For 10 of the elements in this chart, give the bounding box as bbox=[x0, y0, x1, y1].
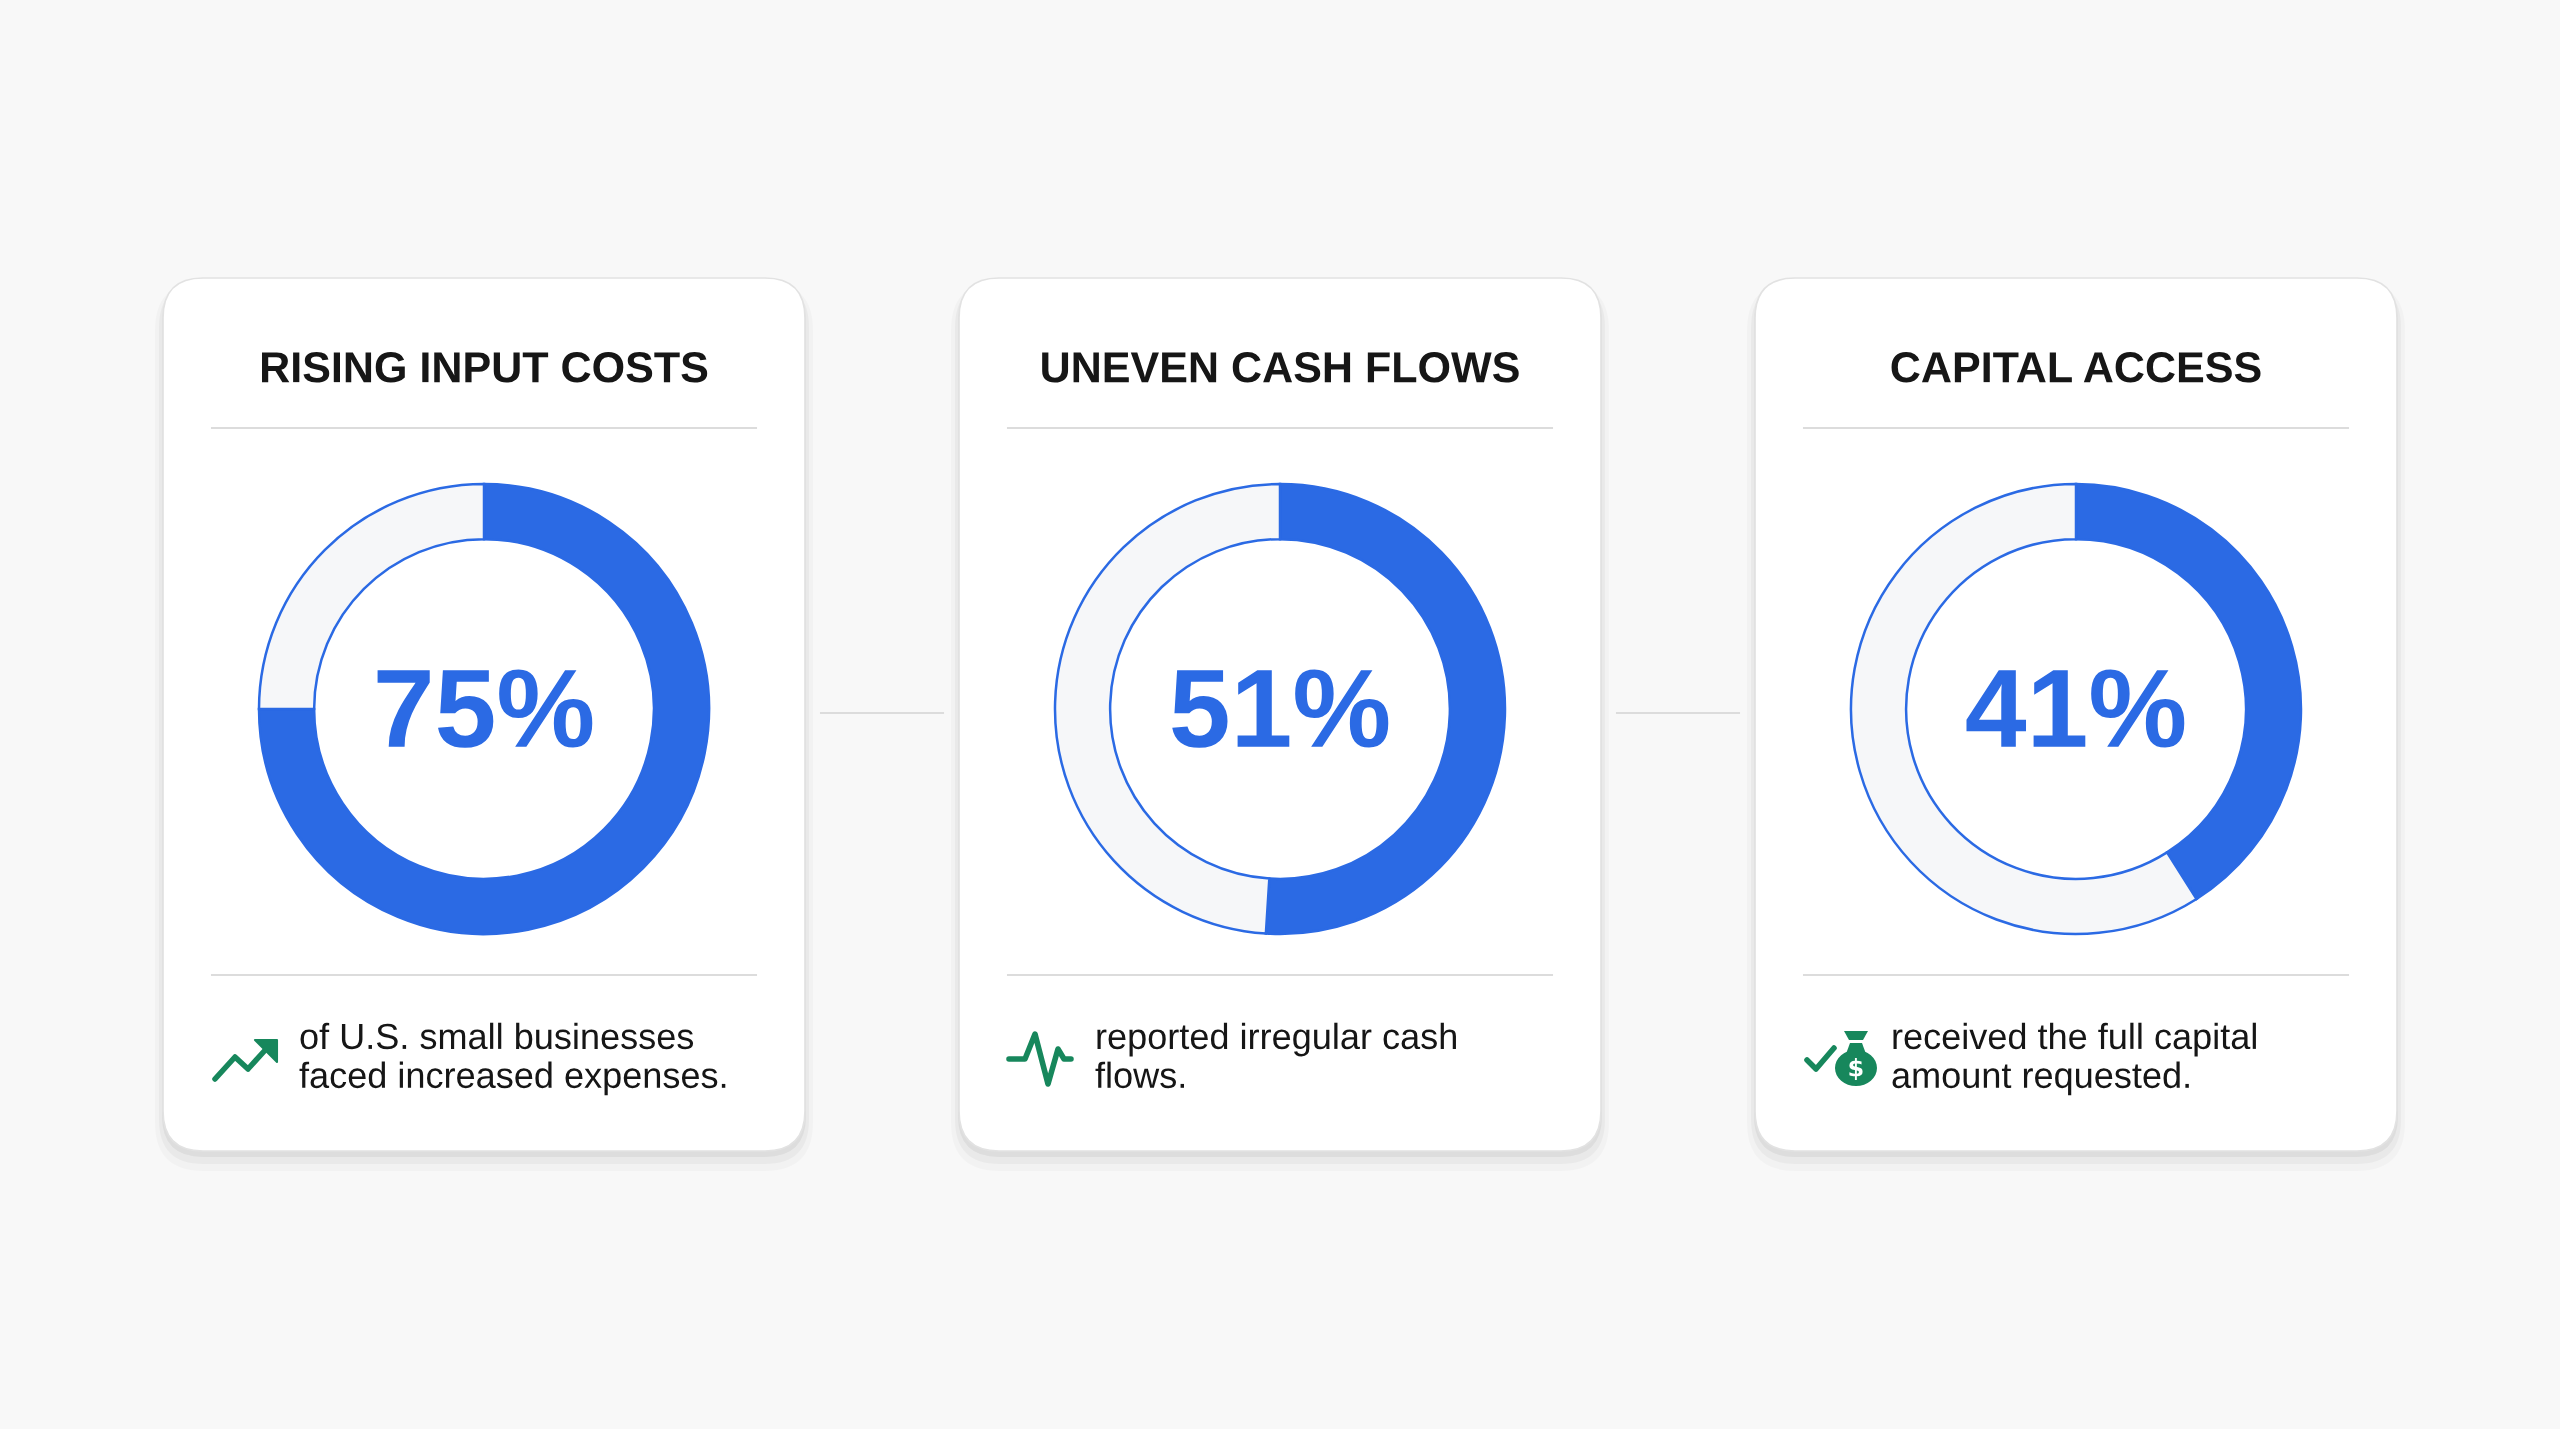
text: reported irregular cash flows. bbox=[1095, 1022, 1456, 1089]
text: of U.S. small businesses faced increased expenses. bbox=[299, 1022, 726, 1096]
text: 51% bbox=[1172, 669, 1389, 748]
text: 41% bbox=[1966, 669, 2185, 748]
text: 75% bbox=[377, 669, 593, 748]
text: received the full capital amount requested. bbox=[1892, 1022, 2256, 1096]
donut-slice bbox=[257, 482, 711, 936]
chart-title: RISING INPUT COSTS bbox=[262, 352, 708, 383]
chart-title: UNEVEN CASH FLOWS bbox=[1042, 352, 1519, 383]
chart-title: CAPITAL ACCESS bbox=[1891, 352, 2261, 383]
